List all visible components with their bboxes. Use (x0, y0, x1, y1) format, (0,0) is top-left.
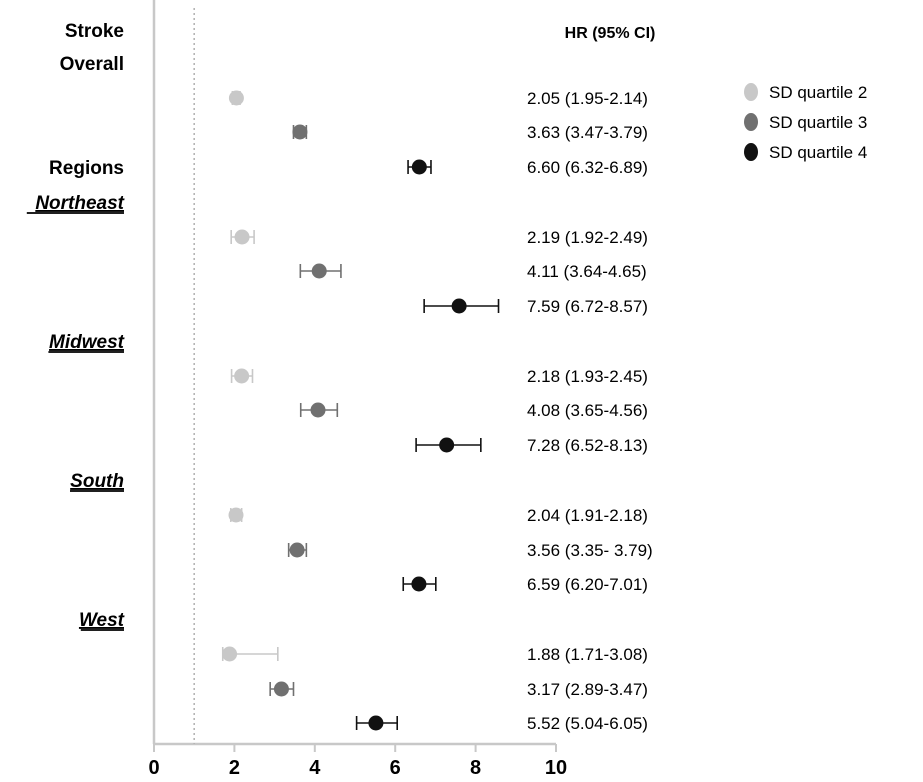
outcome-label: Stroke (65, 21, 124, 42)
hr-value-label: 3.17 (2.89-3.47) (527, 680, 648, 699)
hr-point (273, 681, 289, 697)
hr-value-label: 5.52 (5.04-6.05) (527, 714, 648, 733)
legend-marker (744, 143, 758, 161)
hr-point (222, 646, 238, 662)
group-label-west: West (79, 610, 125, 631)
hr-value-label: 3.56 (3.35- 3.79) (527, 541, 653, 560)
hr-value-label: 2.05 (1.95-2.14) (527, 89, 648, 108)
legend-marker (744, 113, 758, 131)
x-tick-label: 8 (470, 757, 481, 779)
legend-label: SD quartile 2 (769, 83, 867, 102)
hr-value-label: 6.60 (6.32-6.89) (527, 158, 648, 177)
hr-value-label: 4.08 (3.65-4.56) (527, 401, 648, 420)
hr-point (228, 507, 244, 523)
hr-point (368, 715, 384, 731)
x-tick-label: 6 (390, 757, 401, 779)
legend-marker (744, 83, 758, 101)
x-tick-label: 10 (545, 757, 567, 779)
hr-point (292, 124, 308, 140)
hr-point (411, 576, 427, 592)
hr-value-label: 4.11 (3.64-4.65) (527, 262, 647, 281)
group-label-south: South (70, 471, 124, 492)
hr-point (439, 437, 455, 453)
group-label-overall: Overall (60, 54, 124, 75)
hr-value-label: 2.19 (1.92-2.49) (527, 228, 648, 247)
group-label-northeast: Northeast (35, 193, 124, 214)
hr-point (228, 90, 244, 106)
section-label-regions: Regions (49, 158, 124, 179)
hr-point (310, 402, 326, 418)
hr-value-label: 7.59 (6.72-8.57) (527, 297, 648, 316)
hr-value-label: 6.59 (6.20-7.01) (527, 575, 648, 594)
hr-value-label: 3.63 (3.47-3.79) (527, 123, 648, 142)
group-label-midwest: Midwest (49, 332, 125, 353)
hr-value-label: 2.04 (1.91-2.18) (527, 506, 648, 525)
legend: SD quartile 2 SD quartile 3 SD quartile 4 (744, 83, 867, 162)
hr-column-header: HR (95% CI) (565, 25, 656, 42)
x-tick-label: 4 (309, 757, 321, 779)
hr-point (234, 368, 250, 384)
x-tick-label: 0 (148, 757, 159, 779)
hr-point (411, 159, 427, 175)
hr-point (311, 263, 327, 279)
legend-label: SD quartile 3 (769, 113, 867, 132)
hr-point (451, 298, 467, 314)
legend-label: SD quartile 4 (769, 143, 867, 162)
hr-value-label: 2.18 (1.93-2.45) (527, 367, 648, 386)
hr-value-label: 1.88 (1.71-3.08) (527, 645, 648, 664)
hr-point (234, 229, 250, 245)
hr-value-label: 7.28 (6.52-8.13) (527, 436, 648, 455)
x-tick-label: 2 (229, 757, 240, 779)
hr-point (289, 542, 305, 558)
